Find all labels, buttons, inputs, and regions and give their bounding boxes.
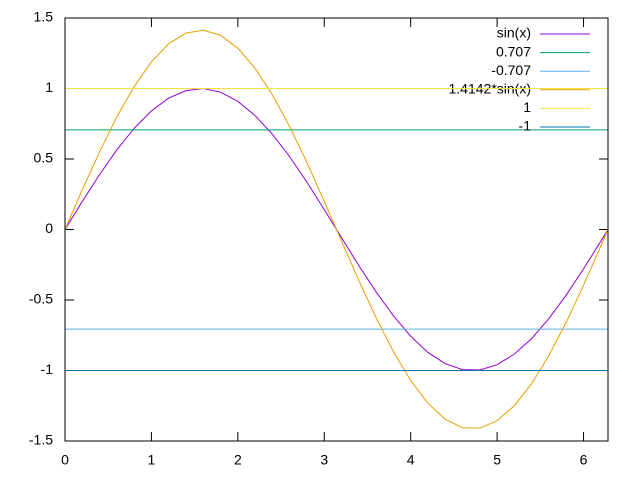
y-tick-label: -0.5	[29, 291, 53, 307]
y-tick-label: 1.5	[34, 9, 54, 25]
y-tick-label: 0	[45, 220, 53, 236]
x-tick-label: 1	[148, 452, 156, 468]
y-tick-label: -1	[41, 361, 54, 377]
legend-label: -1	[519, 118, 532, 134]
y-tick-label: 1	[45, 79, 53, 95]
legend-label: 0.707	[496, 43, 531, 59]
x-tick-label: 4	[407, 452, 415, 468]
series-line	[64, 87, 609, 371]
y-tick-label: 0.5	[34, 150, 54, 166]
legend-label: sin(x)	[497, 25, 531, 41]
series-line	[64, 29, 609, 429]
x-tick-label: 0	[61, 452, 69, 468]
plot-border	[64, 17, 609, 442]
legend-label: 1	[523, 99, 531, 115]
legend-label: -0.707	[491, 62, 531, 78]
x-tick-label: 3	[320, 452, 328, 468]
y-tick-label: -1.5	[29, 432, 53, 448]
x-tick-label: 5	[493, 452, 501, 468]
x-tick-label: 6	[580, 452, 588, 468]
x-tick-label: 2	[234, 452, 242, 468]
